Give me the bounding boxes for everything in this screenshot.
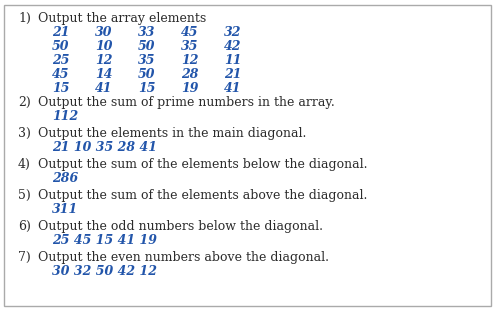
Text: 25: 25 (52, 54, 69, 67)
Text: 50: 50 (52, 40, 69, 53)
Text: 5): 5) (18, 189, 31, 202)
Text: 50: 50 (138, 68, 156, 81)
Text: 19: 19 (181, 82, 198, 95)
Text: 32: 32 (224, 26, 242, 39)
FancyBboxPatch shape (4, 5, 491, 306)
Text: 35: 35 (181, 40, 198, 53)
Text: 6): 6) (18, 220, 31, 233)
Text: 10: 10 (95, 40, 113, 53)
Text: Output the sum of prime numbers in the array.: Output the sum of prime numbers in the a… (38, 96, 335, 109)
Text: 11: 11 (224, 54, 242, 67)
Text: 35: 35 (138, 54, 156, 67)
Text: 15: 15 (138, 82, 156, 95)
Text: 311: 311 (52, 203, 78, 216)
Text: 33: 33 (138, 26, 156, 39)
Text: Output the elements in the main diagonal.: Output the elements in the main diagonal… (38, 127, 307, 140)
Text: 14: 14 (95, 68, 113, 81)
Text: 45: 45 (181, 26, 198, 39)
Text: 4): 4) (18, 158, 31, 171)
Text: 15: 15 (52, 82, 69, 95)
Text: 2): 2) (18, 96, 31, 109)
Text: 30 32 50 42 12: 30 32 50 42 12 (52, 265, 157, 278)
Text: Output the sum of the elements above the diagonal.: Output the sum of the elements above the… (38, 189, 368, 202)
Text: 41: 41 (224, 82, 242, 95)
Text: 112: 112 (52, 110, 78, 123)
Text: 45: 45 (52, 68, 69, 81)
Text: 28: 28 (181, 68, 198, 81)
Text: 7): 7) (18, 251, 31, 264)
Text: 21: 21 (52, 26, 69, 39)
Text: 50: 50 (138, 40, 156, 53)
Text: Output the array elements: Output the array elements (38, 12, 206, 25)
Text: Output the even numbers above the diagonal.: Output the even numbers above the diagon… (38, 251, 329, 264)
Text: 12: 12 (181, 54, 198, 67)
Text: 30: 30 (95, 26, 113, 39)
Text: 25 45 15 41 19: 25 45 15 41 19 (52, 234, 157, 247)
Text: 42: 42 (224, 40, 242, 53)
Text: Output the odd numbers below the diagonal.: Output the odd numbers below the diagona… (38, 220, 323, 233)
Text: 41: 41 (95, 82, 113, 95)
Text: 21 10 35 28 41: 21 10 35 28 41 (52, 141, 157, 154)
Text: 21: 21 (224, 68, 242, 81)
Text: 1): 1) (18, 12, 31, 25)
Text: 12: 12 (95, 54, 113, 67)
Text: 286: 286 (52, 172, 78, 185)
Text: 3): 3) (18, 127, 31, 140)
Text: Output the sum of the elements below the diagonal.: Output the sum of the elements below the… (38, 158, 368, 171)
